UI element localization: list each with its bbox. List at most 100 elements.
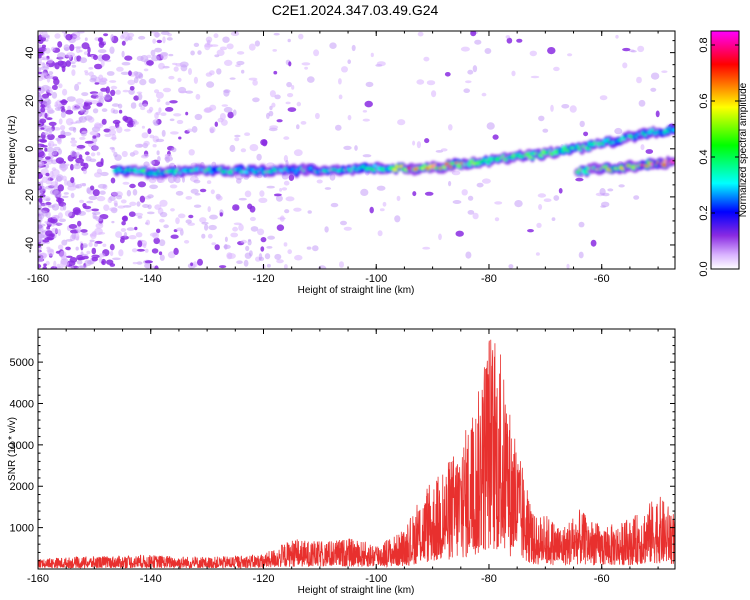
spectrogram-noise-cell — [39, 139, 47, 143]
spectrogram-noise-cell — [65, 54, 74, 58]
spectrogram-noise-cell — [249, 250, 253, 257]
spectrogram-noise-cell — [77, 81, 82, 85]
spectrogram-noise-cell — [40, 72, 49, 76]
spectrogram-noise-cell — [46, 133, 55, 141]
spectrogram-noise-cell — [186, 128, 193, 133]
spectrogram-noise-cell — [103, 33, 109, 37]
spectrogram-noise-cell — [51, 214, 60, 220]
spectrogram-noise-cell — [92, 135, 97, 139]
spectrogram-noise-cell — [53, 189, 60, 198]
spectrogram-noise-cell — [110, 137, 117, 140]
spectrogram-noise-cell — [227, 111, 234, 119]
spectrogram-noise-cell — [234, 137, 240, 142]
spectrogram-noise-cell — [92, 145, 100, 151]
spectrogram-noise-cell — [267, 235, 275, 240]
spectrogram-noise-cell — [538, 204, 543, 210]
spectrogram-noise-cell — [65, 239, 73, 242]
spectrogram-noise-cell — [614, 127, 623, 135]
spectrogram-noise-cell — [273, 70, 278, 75]
spectrogram-noise-cell — [238, 197, 247, 201]
spectrogram-noise-cell — [241, 69, 245, 74]
spectrogram-noise-cell — [80, 108, 85, 113]
spectrogram-noise-cell — [158, 107, 162, 114]
spectrogram-noise-cell — [236, 177, 242, 184]
spectrogram-noise-cell — [444, 72, 451, 77]
spectrogram-noise-cell — [506, 37, 513, 44]
spectrogram-noise-cell — [40, 204, 48, 207]
spectrogram-noise-cell — [40, 56, 45, 61]
spectrogram-noise-cell — [152, 144, 157, 148]
spectrogram-noise-cell — [162, 36, 166, 44]
spectrogram-noise-cell — [57, 41, 63, 48]
spectrogram-noise-cell — [98, 253, 106, 258]
spectrogram-noise-cell — [40, 127, 45, 130]
spectrogram-noise-cell — [45, 230, 53, 237]
spectrogram-noise-cell — [170, 208, 175, 212]
spectrogram-noise-cell — [128, 235, 137, 240]
spectrogram-noise-cell — [622, 47, 631, 52]
spectrogram-noise-cell — [185, 196, 193, 200]
spectrogram-noise-cell — [287, 38, 291, 43]
spectrogram-noise-cell — [46, 117, 53, 120]
spectrogram-noise-cell — [424, 138, 430, 144]
spectrogram-noise-cell — [249, 144, 259, 152]
spectrogram-noise-cell — [131, 248, 138, 253]
spectrogram-noise-cell — [382, 201, 387, 207]
spectrogram-noise-cell — [214, 121, 218, 127]
snr-y-axis: 1000 2000 3000 4000 5000 — [10, 336, 675, 562]
spectrogram-noise-cell — [465, 80, 472, 84]
spectrogram-noise-cell — [173, 113, 182, 117]
spectrogram-noise-cell — [88, 71, 94, 77]
spectrogram-noise-cell — [209, 70, 215, 76]
spectrogram-noise-cell — [112, 257, 121, 261]
spectrogram-noise-cell — [141, 132, 149, 139]
spectrogram-noise-cell — [162, 87, 172, 93]
spectrogram-noise-cell — [132, 150, 139, 156]
spectrogram-noise-cell — [214, 54, 220, 58]
spectrogram-noise-cell — [82, 203, 87, 208]
spectrogram-noise-cell — [266, 185, 276, 189]
spectrogram-noise-cell — [76, 254, 84, 261]
spectrogram-noise-cell — [86, 250, 91, 255]
spectrogram-noise-cell — [583, 131, 589, 137]
spectrogram-x-label: Height of straight line (km) — [298, 285, 415, 296]
spectrogram-noise-cell — [147, 194, 154, 199]
spectrogram-noise-cell — [61, 239, 68, 246]
spectrogram-noise-cell — [98, 256, 102, 263]
spectrogram-noise-cell — [324, 226, 329, 233]
snr-frame — [37, 328, 676, 570]
spectrogram-noise-cell — [108, 125, 117, 130]
spectrogram-noise-cell — [226, 43, 234, 50]
spectrogram-noise-cell — [273, 193, 282, 197]
spectrogram-noise-cell — [293, 149, 303, 157]
spectrogram-noise-cell — [296, 101, 301, 107]
spectrogram-noise-cell — [177, 77, 182, 82]
spectrogram-noise-cell — [607, 188, 614, 192]
spectrogram-noise-cell — [173, 247, 179, 255]
spectrogram-noise-cell — [79, 136, 86, 140]
spectrogram-noise-cell — [338, 94, 343, 100]
spectrogram-noise-cell — [569, 105, 577, 113]
spectrogram-noise-cell — [74, 83, 80, 91]
spectrogram-noise-cell — [146, 54, 152, 59]
spectrogram-noise-cell — [177, 213, 186, 219]
spectrogram-noise-cell — [192, 261, 198, 268]
spectrogram-noise-cell — [146, 211, 155, 215]
colorbar-tick-label: 0.2 — [698, 205, 710, 220]
spectrogram-noise-cell — [655, 110, 660, 118]
spectrogram-noise-cell — [178, 136, 182, 140]
colorbar: 0.0 0.2 0.4 0.6 0.8 Normalized spectral ampl… — [698, 30, 749, 277]
spectrogram-noise-cell — [94, 227, 103, 236]
spectrogram-noise-cell — [154, 265, 159, 269]
spectrogram-noise-cell — [63, 163, 70, 167]
spectrogram-noise-cell — [76, 260, 83, 265]
spectrogram-noise-cell — [153, 32, 161, 38]
spectrogram-noise-cell — [244, 132, 251, 136]
spectrogram-noise-cell — [575, 177, 584, 182]
spectrogram-noise-cell — [638, 99, 646, 107]
spectrogram-noise-cell — [75, 151, 80, 157]
spectrogram-noise-cell — [137, 215, 143, 219]
spectrogram-noise-cell — [343, 145, 352, 150]
spectrogram-noise-cell — [537, 193, 547, 198]
spectrogram-noise-cell — [472, 65, 478, 73]
